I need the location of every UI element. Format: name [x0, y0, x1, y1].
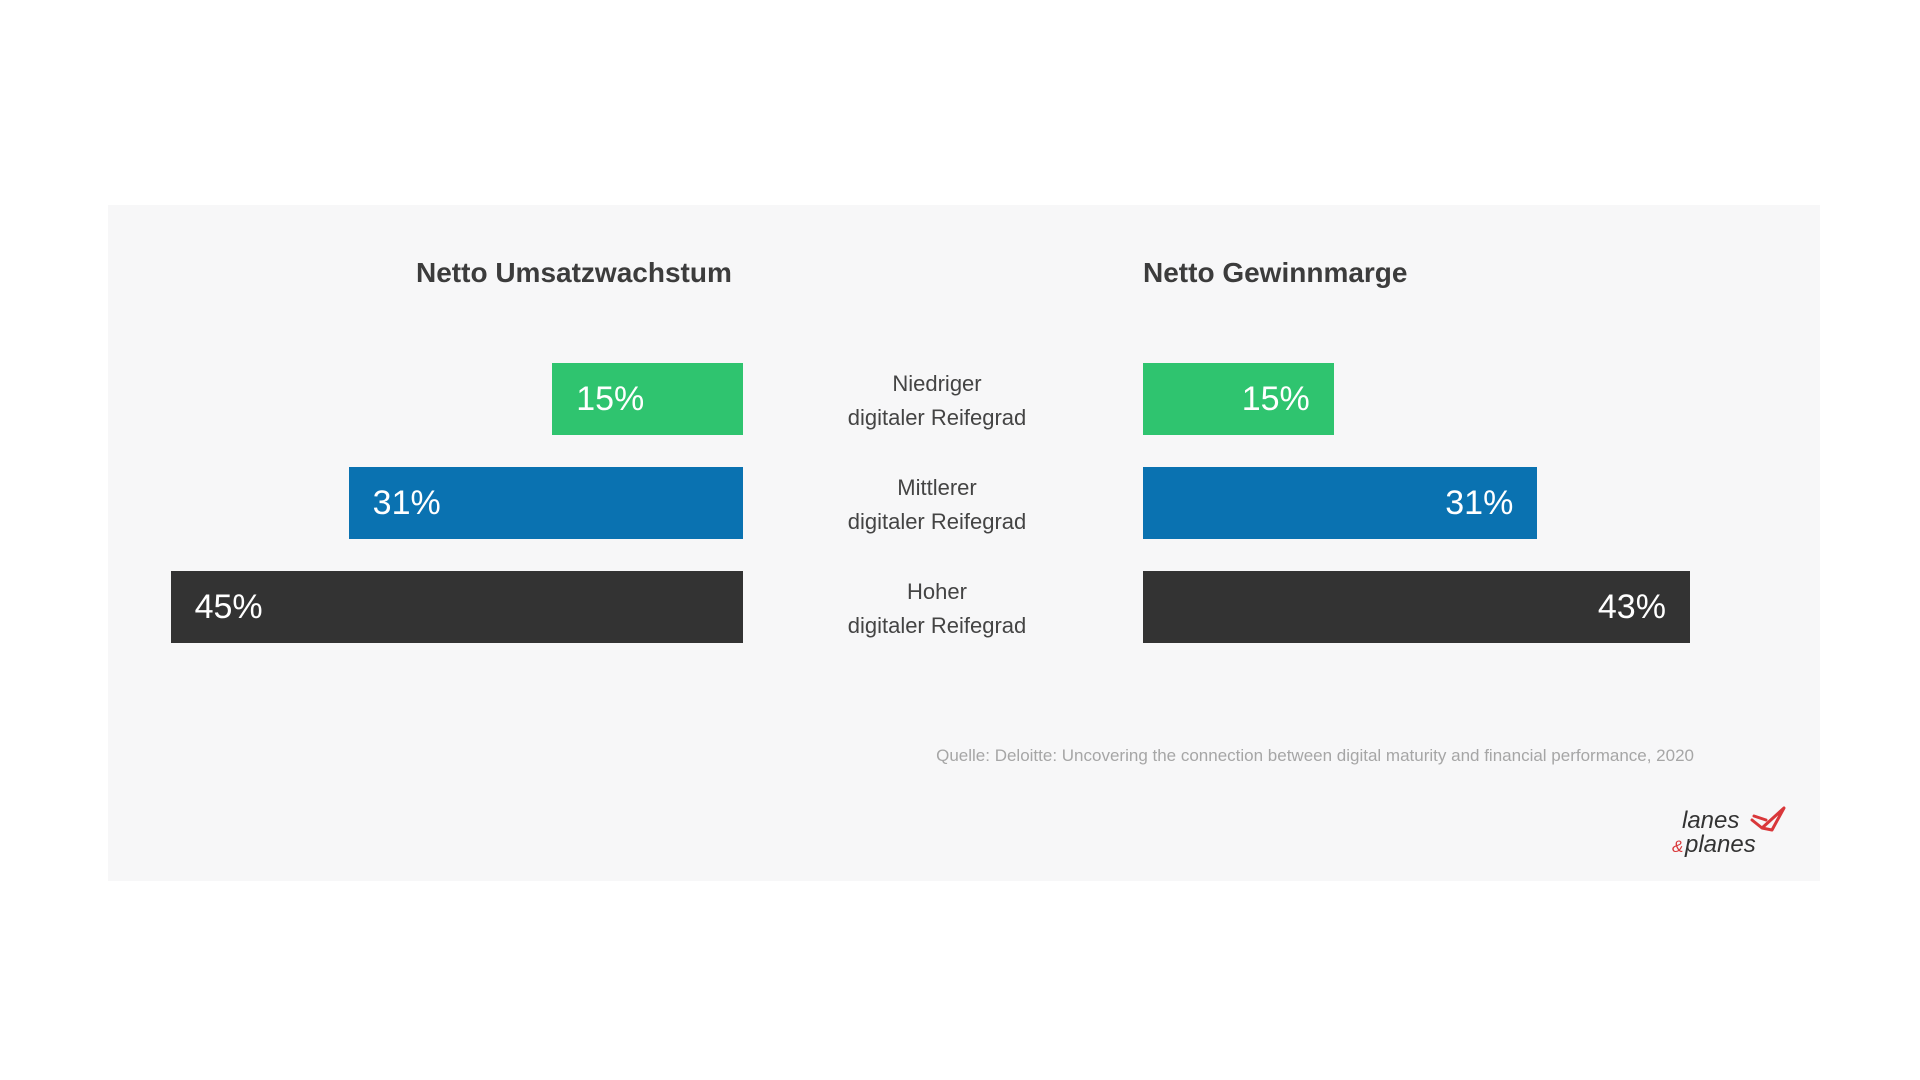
- logo-text-lanes: lanes: [1682, 807, 1739, 834]
- chart-panel: [108, 205, 1820, 881]
- profit-margin-value-label-low: 15%: [1241, 379, 1310, 418]
- revenue-growth-bar-medium: 31%: [348, 467, 743, 539]
- category-label-high-line2: digitaler Reifegrad: [847, 613, 1027, 638]
- paper-plane-icon: [1750, 806, 1786, 832]
- category-label-medium: Mittlerer digitaler Reifegrad: [787, 471, 1087, 539]
- category-label-high: Hoher digitaler Reifegrad: [787, 575, 1087, 643]
- profit-margin-value-label-high: 43%: [1597, 587, 1666, 626]
- category-label-low-line2: digitaler Reifegrad: [847, 405, 1027, 430]
- revenue-growth-value-label-medium: 31%: [372, 483, 441, 522]
- logo-text-planes: planes: [1684, 831, 1756, 858]
- source-note: Quelle: Deloitte: Uncovering the connect…: [936, 746, 1694, 765]
- revenue-growth-value-label-high: 45%: [194, 587, 263, 626]
- profit-margin-bar-high: 43%: [1143, 571, 1690, 643]
- revenue-growth-bar-low: 15%: [552, 363, 743, 435]
- brand-logo: lanes & planes: [1672, 806, 1786, 858]
- revenue-growth-value-label-low: 15%: [576, 379, 645, 418]
- profit-margin-bar-medium: 31%: [1143, 467, 1538, 539]
- chart-title-profit-margin: Netto Gewinnmarge: [1143, 257, 1408, 288]
- category-label-high-line1: Hoher: [907, 579, 967, 604]
- chart-title-revenue-growth: Netto Umsatzwachstum: [416, 257, 732, 288]
- category-label-low: Niedriger digitaler Reifegrad: [787, 367, 1087, 435]
- category-label-low-line1: Niedriger: [892, 371, 982, 396]
- profit-margin-value-label-medium: 31%: [1445, 483, 1514, 522]
- revenue-growth-bar-high: 45%: [170, 571, 743, 643]
- category-label-medium-line2: digitaler Reifegrad: [847, 509, 1027, 534]
- logo-text-amp: &: [1672, 837, 1683, 856]
- category-label-medium-line1: Mittlerer: [897, 475, 977, 500]
- profit-margin-bar-low: 15%: [1143, 363, 1334, 435]
